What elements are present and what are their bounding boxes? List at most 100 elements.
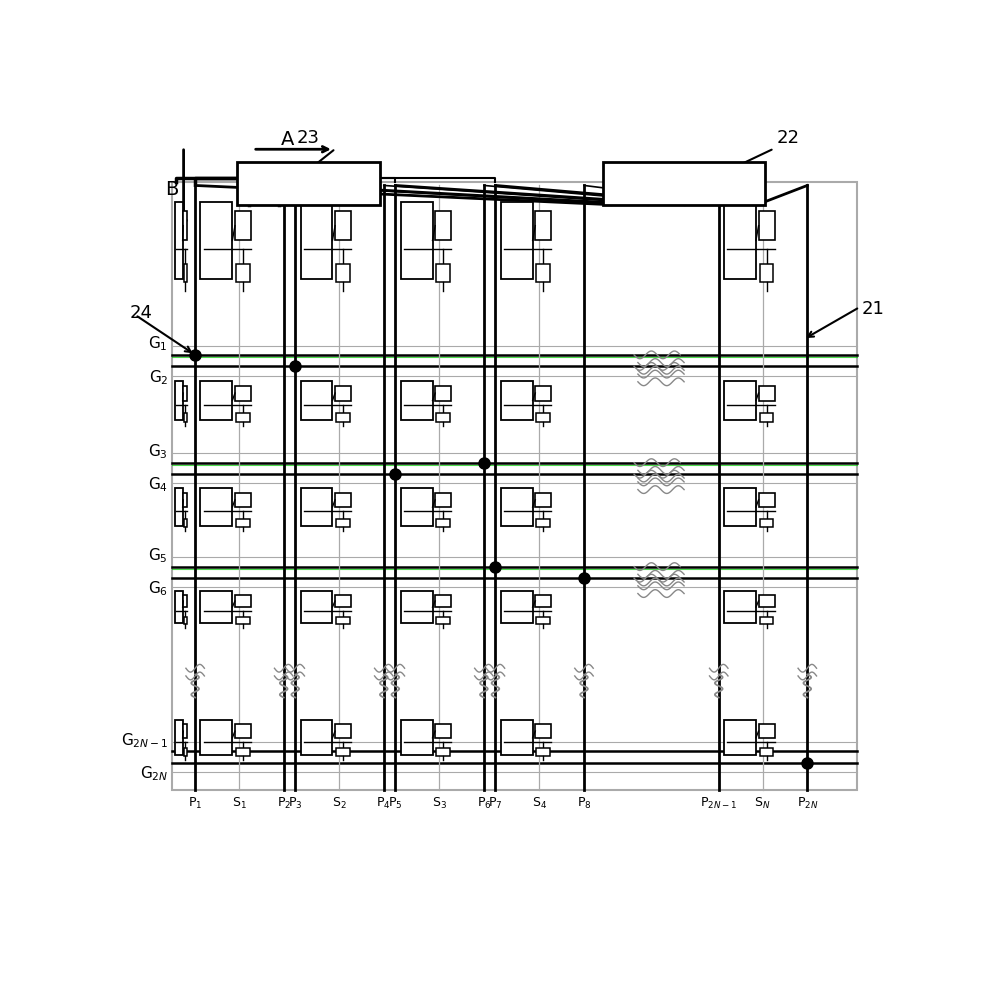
Bar	[436, 519, 450, 527]
Text: S$_N$: S$_N$	[753, 796, 770, 811]
Bar	[235, 211, 250, 240]
Text: 23: 23	[297, 129, 319, 147]
Bar	[183, 264, 186, 282]
Text: G$_{2N-1}$: G$_{2N-1}$	[120, 731, 168, 750]
Bar	[758, 386, 774, 401]
Bar	[175, 488, 182, 526]
Bar	[436, 413, 450, 422]
Bar	[236, 748, 249, 756]
Bar	[435, 386, 451, 401]
Bar	[183, 617, 186, 624]
Text: B: B	[166, 180, 178, 199]
Bar	[183, 386, 187, 401]
Bar	[183, 493, 187, 507]
Text: P$_6$: P$_6$	[476, 796, 491, 811]
Text: S$_2$: S$_2$	[331, 796, 346, 811]
Bar	[759, 617, 773, 624]
Bar	[335, 595, 351, 607]
Text: P$_4$: P$_4$	[376, 796, 390, 811]
Bar	[200, 720, 232, 755]
Bar	[336, 519, 349, 527]
Bar	[758, 211, 774, 240]
Bar	[536, 264, 549, 282]
Bar	[759, 264, 773, 282]
Bar	[602, 162, 764, 205]
Bar	[534, 595, 550, 607]
Bar	[500, 488, 532, 526]
Bar	[335, 724, 351, 738]
Bar	[183, 211, 187, 240]
Text: P$_3$: P$_3$	[288, 796, 302, 811]
Bar	[758, 724, 774, 738]
Text: G$_2$: G$_2$	[149, 368, 168, 387]
Bar	[435, 211, 451, 240]
Bar	[236, 617, 249, 624]
Text: P$_{2N-1}$: P$_{2N-1}$	[699, 796, 737, 811]
Bar	[235, 724, 250, 738]
Bar	[536, 519, 549, 527]
Bar	[236, 519, 249, 527]
Bar	[301, 381, 332, 420]
Bar	[436, 617, 450, 624]
Bar	[500, 381, 532, 420]
Text: S$_4$: S$_4$	[531, 796, 546, 811]
Text: G$_6$: G$_6$	[148, 580, 168, 598]
Bar	[235, 493, 250, 507]
Bar	[183, 595, 187, 607]
Bar	[536, 617, 549, 624]
Bar	[336, 413, 349, 422]
Text: G$_{2N}$: G$_{2N}$	[140, 764, 168, 783]
Bar	[758, 493, 774, 507]
Bar	[400, 591, 432, 623]
Text: 21: 21	[861, 300, 883, 318]
Bar	[724, 381, 755, 420]
Text: A: A	[281, 130, 294, 149]
Bar	[172, 182, 857, 790]
Bar	[238, 162, 380, 205]
Text: S$_1$: S$_1$	[232, 796, 246, 811]
Bar	[724, 591, 755, 623]
Bar	[436, 264, 450, 282]
Bar	[536, 413, 549, 422]
Bar	[335, 211, 351, 240]
Bar	[175, 202, 182, 279]
Bar	[301, 720, 332, 755]
Text: G$_3$: G$_3$	[148, 442, 168, 461]
Bar	[200, 381, 232, 420]
Bar	[400, 720, 432, 755]
Bar	[534, 724, 550, 738]
Bar	[301, 488, 332, 526]
Bar	[534, 493, 550, 507]
Text: G$_1$: G$_1$	[148, 335, 168, 353]
Bar	[200, 202, 232, 279]
Bar	[183, 413, 186, 422]
Bar	[759, 748, 773, 756]
Bar	[336, 748, 349, 756]
Bar	[400, 488, 432, 526]
Bar	[435, 493, 451, 507]
Bar	[336, 617, 349, 624]
Text: P$_{2N}$: P$_{2N}$	[796, 796, 817, 811]
Bar	[500, 591, 532, 623]
Bar	[335, 386, 351, 401]
Bar	[435, 724, 451, 738]
Text: P$_7$: P$_7$	[488, 796, 502, 811]
Bar	[200, 488, 232, 526]
Bar	[183, 748, 186, 756]
Bar	[236, 413, 249, 422]
Bar	[500, 202, 532, 279]
Bar	[183, 724, 187, 738]
Bar	[183, 519, 186, 527]
Bar	[724, 488, 755, 526]
Bar	[724, 202, 755, 279]
Text: P$_2$: P$_2$	[276, 796, 291, 811]
Bar	[758, 595, 774, 607]
Bar	[435, 595, 451, 607]
Bar	[400, 381, 432, 420]
Bar	[235, 595, 250, 607]
Bar	[436, 748, 450, 756]
Bar	[200, 591, 232, 623]
Bar	[534, 211, 550, 240]
Bar	[175, 381, 182, 420]
Text: P$_1$: P$_1$	[187, 796, 202, 811]
